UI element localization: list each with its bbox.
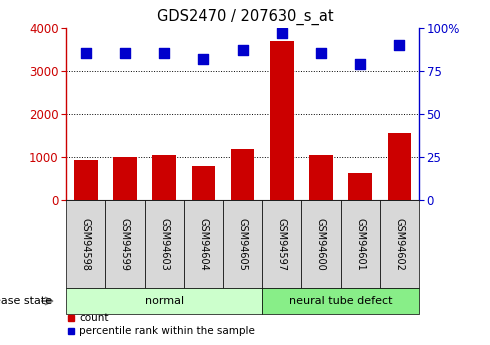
Point bbox=[160, 51, 168, 56]
Text: GSM94598: GSM94598 bbox=[81, 218, 91, 270]
Point bbox=[82, 51, 90, 56]
Text: GSM94605: GSM94605 bbox=[238, 218, 247, 270]
Point bbox=[317, 51, 325, 56]
Bar bbox=[152, 155, 176, 200]
Bar bbox=[231, 149, 254, 200]
Bar bbox=[192, 166, 215, 200]
Text: GDS2470 / 207630_s_at: GDS2470 / 207630_s_at bbox=[157, 9, 333, 25]
Point bbox=[278, 30, 286, 36]
Text: GSM94597: GSM94597 bbox=[277, 218, 287, 270]
Text: GSM94604: GSM94604 bbox=[198, 218, 208, 270]
Bar bbox=[348, 173, 372, 200]
Text: normal: normal bbox=[145, 296, 184, 306]
Bar bbox=[388, 133, 411, 200]
Point bbox=[199, 56, 207, 61]
Text: neural tube defect: neural tube defect bbox=[289, 296, 392, 306]
Bar bbox=[270, 41, 294, 200]
Legend: count, percentile rank within the sample: count, percentile rank within the sample bbox=[67, 313, 255, 336]
Point bbox=[121, 51, 129, 56]
Bar bbox=[309, 155, 333, 200]
Text: GSM94599: GSM94599 bbox=[120, 218, 130, 270]
Point bbox=[239, 47, 246, 53]
Text: GSM94603: GSM94603 bbox=[159, 218, 169, 270]
Text: GSM94602: GSM94602 bbox=[394, 218, 404, 270]
Text: GSM94601: GSM94601 bbox=[355, 218, 365, 270]
Point bbox=[395, 42, 403, 48]
Bar bbox=[74, 160, 98, 200]
Text: GSM94600: GSM94600 bbox=[316, 218, 326, 270]
Bar bbox=[113, 157, 137, 200]
Text: disease state: disease state bbox=[0, 296, 52, 306]
Point bbox=[356, 61, 364, 67]
